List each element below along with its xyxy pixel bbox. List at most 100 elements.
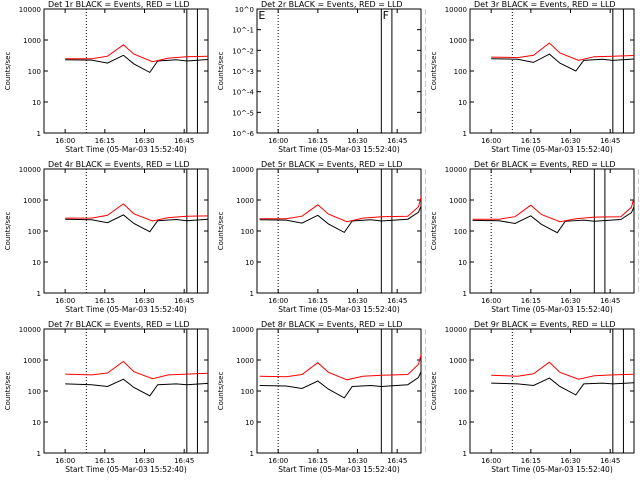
detector-panel: Det 3r BLACK = Events, RED = LLD 1 10 100 10… (426, 0, 639, 160)
y-axis-label: Counts/sec (4, 372, 12, 411)
panel-title: Det 1r BLACK = Events, RED = LLD (48, 0, 190, 9)
y-tick-label: 10000 (445, 326, 467, 334)
x-tick-label: 16:15 (95, 137, 115, 145)
y-axis-label: Counts/sec (430, 212, 438, 251)
y-tick-label: 10 (32, 99, 41, 107)
lld-series (259, 353, 421, 381)
x-tick-label: 16:00 (481, 137, 501, 145)
lld-series (472, 195, 634, 223)
y-tick-label: 100 (454, 68, 467, 76)
y-axis-label: Counts/sec (4, 52, 12, 91)
events-series (65, 214, 208, 233)
y-tick-label: 1 (37, 450, 41, 458)
y-tick-label: 1000 (23, 357, 41, 365)
panel-title: Det 8r BLACK = Events, RED = LLD (261, 320, 403, 329)
y-tick-label: 1 (250, 450, 254, 458)
x-axis-label: Start Time (05-Mar-03 15:52:40) (491, 465, 613, 474)
y-tick-label: 10^-5 (232, 109, 254, 117)
x-tick-label: 16:45 (174, 137, 194, 145)
interval-marker: E (258, 9, 265, 22)
plot-frame (469, 328, 635, 454)
x-tick-label: 16:30 (134, 457, 154, 465)
panel-title: Det 2r BLACK = Events, RED = LLD (261, 0, 403, 9)
x-tick-label: 16:30 (560, 137, 580, 145)
x-tick-label: 16:00 (55, 297, 75, 305)
plot-frame (469, 8, 635, 134)
x-tick-label: 16:45 (600, 297, 620, 305)
y-tick-label: 10 (458, 99, 467, 107)
y-tick-label: 10^-6 (232, 130, 254, 138)
lld-series (65, 203, 208, 222)
plot-frame (256, 168, 422, 294)
y-tick-label: 10000 (445, 166, 467, 174)
y-tick-label: 10^-2 (232, 47, 254, 55)
y-tick-label: 10000 (232, 326, 254, 334)
x-tick-label: 16:30 (347, 457, 367, 465)
y-tick-label: 10 (32, 259, 41, 267)
y-tick-label: 10^-3 (232, 68, 254, 76)
detector-panel: Det 9r BLACK = Events, RED = LLD 1 10 100 10… (426, 320, 639, 480)
y-axis-label: Counts/sec (217, 372, 225, 411)
panel-plot: Det 2r BLACK = Events, RED = LLD 10^0 10^-… (217, 0, 426, 154)
x-tick-label: 16:30 (560, 457, 580, 465)
x-tick-label: 16:45 (174, 457, 194, 465)
plot-frame (256, 8, 422, 134)
y-tick-label: 1 (250, 290, 254, 298)
x-tick-label: 16:15 (95, 457, 115, 465)
plot-frame (469, 168, 635, 294)
y-tick-label: 10^-1 (232, 27, 254, 35)
y-tick-label: 10 (458, 419, 467, 427)
x-axis-label: Start Time (05-Mar-03 15:52:40) (278, 465, 400, 474)
detector-panel: Det 7r BLACK = Events, RED = LLD 1 10 100 10… (0, 320, 213, 480)
y-tick-label: 1 (37, 130, 41, 138)
x-tick-label: 16:15 (308, 297, 328, 305)
plot-frame (256, 328, 422, 454)
y-tick-label: 1000 (23, 197, 41, 205)
x-tick-label: 16:15 (521, 457, 541, 465)
detector-panel: Det 4r BLACK = Events, RED = LLD 1 10 100 10… (0, 160, 213, 320)
plot-frame (43, 8, 209, 134)
events-series (491, 53, 634, 72)
y-tick-label: 1 (463, 450, 467, 458)
panel-plot: Det 5r BLACK = Events, RED = LLD 1 10 100 10… (217, 160, 426, 314)
x-tick-label: 16:45 (600, 457, 620, 465)
y-tick-label: 1 (463, 130, 467, 138)
x-tick-label: 16:30 (347, 137, 367, 145)
x-tick-label: 16:00 (268, 137, 288, 145)
panel-title: Det 9r BLACK = Events, RED = LLD (474, 320, 616, 329)
panel-title: Det 6r BLACK = Events, RED = LLD (474, 160, 616, 169)
x-axis-label: Start Time (05-Mar-03 15:52:40) (278, 145, 400, 154)
x-tick-label: 16:45 (387, 457, 407, 465)
x-tick-label: 16:15 (308, 137, 328, 145)
x-tick-label: 16:45 (387, 137, 407, 145)
panel-plot: Det 1r BLACK = Events, RED = LLD 1 10 100 10… (4, 0, 209, 154)
lld-series (65, 44, 208, 63)
interval-marker: F (383, 9, 389, 22)
y-tick-label: 10000 (445, 6, 467, 14)
x-axis-label: Start Time (05-Mar-03 15:52:40) (278, 305, 400, 314)
events-series (65, 378, 208, 397)
events-series (65, 54, 208, 74)
lld-series (65, 360, 208, 380)
y-tick-label: 10^-4 (232, 89, 254, 97)
lld-series (259, 195, 421, 223)
x-tick-label: 16:30 (134, 137, 154, 145)
x-tick-label: 16:00 (55, 457, 75, 465)
x-tick-label: 16:30 (560, 297, 580, 305)
y-tick-label: 100 (454, 388, 467, 396)
y-tick-label: 1000 (449, 37, 467, 45)
plot-frame (43, 168, 209, 294)
y-axis-label: Counts/sec (430, 372, 438, 411)
x-tick-label: 16:45 (600, 137, 620, 145)
y-tick-label: 100 (28, 228, 41, 236)
y-tick-label: 10^0 (235, 6, 254, 14)
x-tick-label: 16:00 (55, 137, 75, 145)
x-tick-label: 16:30 (134, 297, 154, 305)
x-tick-label: 16:45 (174, 297, 194, 305)
detector-panel: Det 5r BLACK = Events, RED = LLD 1 10 100 10… (213, 160, 426, 320)
y-axis-label: Counts/sec (217, 212, 225, 251)
y-tick-label: 1 (37, 290, 41, 298)
x-tick-label: 16:00 (268, 457, 288, 465)
x-axis-label: Start Time (05-Mar-03 15:52:40) (491, 305, 613, 314)
